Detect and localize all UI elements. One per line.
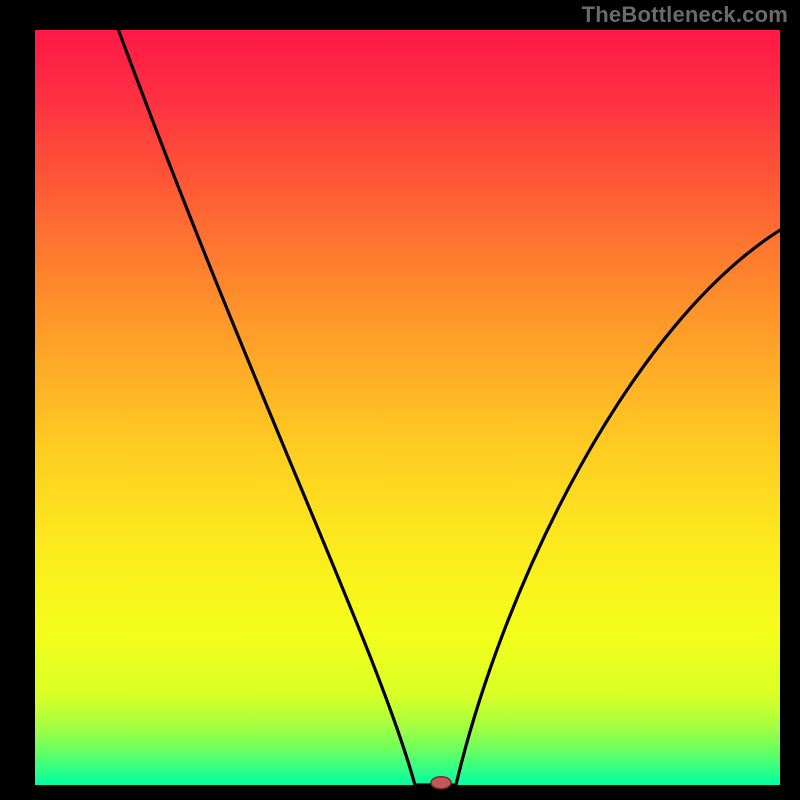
watermark-label: TheBottleneck.com bbox=[582, 2, 788, 28]
chart-container bbox=[0, 0, 800, 800]
chart-gradient-background bbox=[35, 30, 780, 785]
optimal-point-marker bbox=[431, 777, 451, 789]
bottleneck-chart bbox=[0, 0, 800, 800]
